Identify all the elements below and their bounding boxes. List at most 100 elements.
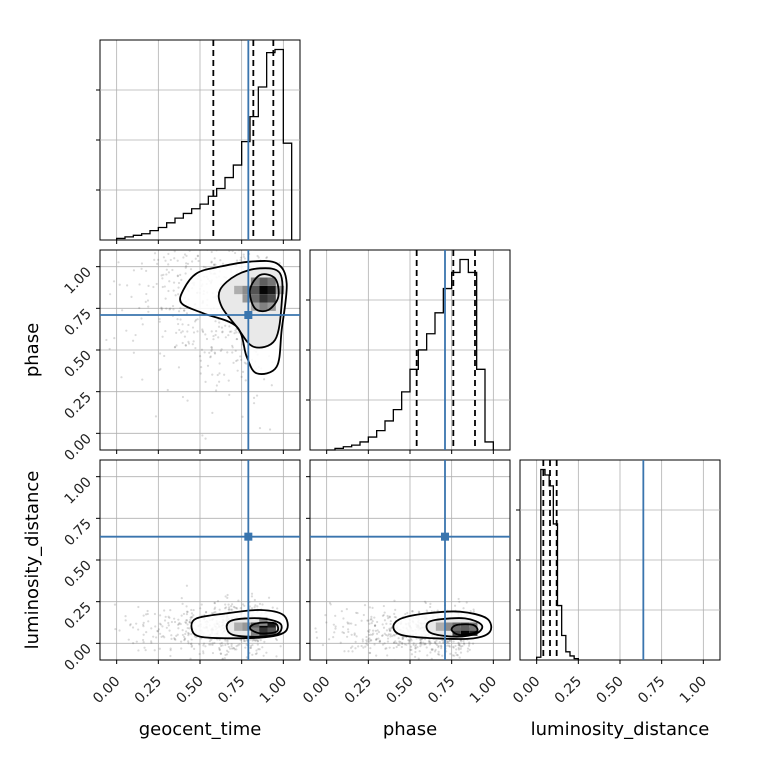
geocent-time-phase-sample-point xyxy=(160,306,163,309)
geocent-time-luminosity-distance-xtick-label-3: 0.75 xyxy=(215,674,248,707)
geocent-time-phase-sample-point xyxy=(168,250,171,251)
phase-luminosity-distance-sample-point xyxy=(434,641,437,644)
geocent-time-phase-sample-point xyxy=(231,250,234,253)
geocent-time-phase-density-cell-14 xyxy=(275,285,285,295)
geocent-time-phase-sample-point xyxy=(181,223,183,225)
geocent-time-phase-sample-point xyxy=(260,214,262,216)
geocent-time-phase-sample-point xyxy=(95,235,97,237)
phase-luminosity-distance-sample-point xyxy=(382,626,386,629)
geocent-time-luminosity-distance-xtick-label-4: 1.00 xyxy=(257,674,290,707)
geocent-time-phase-sample-point xyxy=(177,310,181,313)
geocent-time-phase-sample-point xyxy=(186,399,189,402)
x-axis-label-luminosity-distance: luminosity_distance xyxy=(531,719,710,740)
geocent-time-luminosity-distance-sample-point xyxy=(221,658,224,660)
phase-luminosity-distance-sample-point xyxy=(376,620,379,624)
geocent-time-phase-sample-point xyxy=(201,328,204,331)
geocent-time-phase-sample-point xyxy=(221,331,224,334)
phase-luminosity-distance-sample-point xyxy=(374,629,377,632)
phase-luminosity-distance-sample-point xyxy=(419,645,422,648)
geocent-time-phase-sample-point xyxy=(204,223,206,225)
geocent-time-phase-sample-point xyxy=(243,186,245,188)
phase-luminosity-distance-sample-point xyxy=(388,615,391,618)
phase-luminosity-distance-sample-point xyxy=(395,645,398,649)
phase-luminosity-distance-sample-point xyxy=(392,641,396,644)
geocent-time-phase-sample-point xyxy=(279,246,281,248)
phase-luminosity-distance-sample-point xyxy=(448,639,452,642)
panel-geocent-time-vs-phase: 0.00 0.25 0.50 0.75 1.00 xyxy=(61,186,301,466)
geocent-time-luminosity-distance-sample-point xyxy=(127,638,130,641)
geocent-time-phase-sample-point xyxy=(137,247,139,249)
phase-luminosity-distance-sample-point xyxy=(387,617,390,620)
geocent-time-luminosity-distance-sample-point xyxy=(157,628,161,631)
geocent-time-luminosity-distance-ytick-label-2: 0.50 xyxy=(61,558,94,591)
geocent-time-luminosity-distance-sample-point xyxy=(190,608,193,612)
phase-luminosity-distance-sample-point xyxy=(298,625,300,627)
geocent-time-phase-sample-point xyxy=(223,373,226,376)
geocent-time-luminosity-distance-sample-point xyxy=(230,603,234,606)
phase-luminosity-distance-sample-point xyxy=(361,640,364,643)
geocent-time-luminosity-distance-sample-point xyxy=(205,610,208,614)
geocent-time-luminosity-distance-sample-point xyxy=(210,638,213,641)
geocent-time-phase-sample-point xyxy=(185,235,187,237)
geocent-time-phase-sample-point xyxy=(213,257,216,260)
geocent-time-phase-sample-point xyxy=(192,331,196,334)
phase-luminosity-distance-sample-point xyxy=(403,643,406,646)
phase-luminosity-distance-sample-point xyxy=(363,604,367,607)
geocent-time-luminosity-distance-sample-point xyxy=(223,607,227,610)
geocent-time-phase-sample-point xyxy=(266,464,268,466)
phase-luminosity-distance-sample-point xyxy=(446,644,449,647)
geocent-time-phase-sample-point xyxy=(180,331,183,334)
phase-luminosity-distance-sample-point xyxy=(393,634,396,637)
geocent-time-luminosity-distance-sample-point xyxy=(249,661,251,663)
geocent-time-luminosity-distance-sample-point xyxy=(256,643,259,646)
geocent-time-phase-sample-point xyxy=(265,256,269,259)
phase-luminosity-distance-sample-point xyxy=(382,604,385,608)
geocent-time-luminosity-distance-sample-point xyxy=(184,621,188,625)
geocent-time-phase-sample-point xyxy=(263,378,266,381)
phase-luminosity-distance-sample-point xyxy=(456,654,459,657)
phase-luminosity-distance-sample-point xyxy=(428,643,431,646)
geocent-time-luminosity-distance-sample-point xyxy=(258,648,261,651)
geocent-time-phase-sample-point xyxy=(228,243,230,245)
phase-luminosity-distance-sample-point xyxy=(360,644,363,648)
phase-luminosity-distance-sample-point xyxy=(367,630,371,633)
geocent-time-luminosity-distance-sample-point xyxy=(189,618,192,621)
geocent-time-phase-sample-point xyxy=(188,250,191,252)
phase-luminosity-distance-sample-point xyxy=(459,647,462,650)
geocent-time-luminosity-distance-contour-line-2 xyxy=(249,621,280,635)
geocent-time-phase-sample-point xyxy=(194,320,197,323)
geocent-time-phase-sample-point xyxy=(232,224,234,226)
geocent-time-luminosity-distance-sample-point xyxy=(253,638,256,641)
phase-luminosity-distance-sample-point xyxy=(414,645,417,648)
phase-luminosity-distance-sample-point xyxy=(385,629,389,632)
phase-luminosity-distance-sample-point xyxy=(457,641,460,644)
phase-luminosity-distance-sample-point xyxy=(386,634,389,637)
geocent-time-phase-density-cell-8 xyxy=(250,294,260,303)
geocent-time-phase-sample-point xyxy=(140,262,144,265)
phase-luminosity-distance-sample-point xyxy=(342,617,345,620)
geocent-time-luminosity-distance-sample-point xyxy=(254,639,257,642)
geocent-time-phase-sample-point xyxy=(244,236,246,238)
phase-luminosity-distance-contour-line-1 xyxy=(425,617,484,638)
phase-luminosity-distance-sample-point xyxy=(471,642,475,645)
geocent-time-phase-sample-point xyxy=(212,338,215,341)
geocent-time-phase-sample-point xyxy=(225,210,227,212)
phase-luminosity-distance-sample-point xyxy=(436,609,439,612)
geocent-time-phase-sample-point xyxy=(224,235,226,237)
phase-luminosity-distance-sample-point xyxy=(454,644,457,648)
geocent-time-luminosity-distance-sample-point xyxy=(184,621,187,624)
geocent-time-phase-sample-point xyxy=(152,285,155,289)
phase-luminosity-distance-sample-point xyxy=(458,659,461,660)
luminosity-distance-hist-xtick-label-2: 0.50 xyxy=(593,674,626,707)
geocent-time-phase-sample-point xyxy=(177,281,181,285)
geocent-time-luminosity-distance-sample-point xyxy=(150,641,153,644)
phase-luminosity-distance-sample-point xyxy=(332,636,335,639)
phase-luminosity-distance-plot-area xyxy=(298,460,510,660)
phase-luminosity-distance-sample-point xyxy=(460,640,463,643)
geocent-time-phase-sample-point xyxy=(160,274,163,277)
phase-luminosity-distance-sample-point xyxy=(446,640,449,643)
geocent-time-luminosity-distance-sample-point xyxy=(258,602,262,606)
geocent-time-phase-sample-point xyxy=(230,246,232,248)
x-axis-label-geocent-time: geocent_time xyxy=(139,719,262,740)
geocent-time-luminosity-distance-sample-point xyxy=(181,629,184,632)
